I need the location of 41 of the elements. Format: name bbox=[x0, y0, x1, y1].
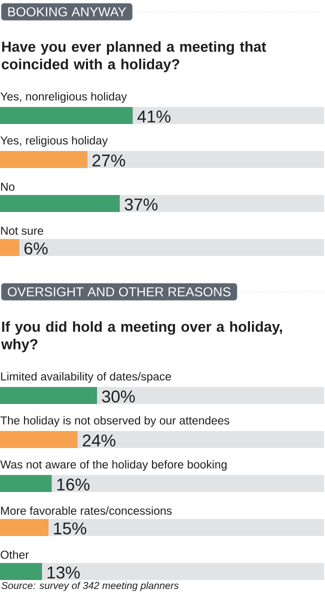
bar bbox=[0, 151, 88, 168]
category-label: Yes, religious holiday bbox=[0, 136, 108, 147]
bar bbox=[42, 562, 324, 580]
chart-subtitle: If you did hold a meeting over a holiday, why? bbox=[1, 321, 282, 352]
category-label: Not sure bbox=[1, 226, 44, 235]
bar bbox=[97, 387, 324, 404]
data-label: 27% bbox=[92, 154, 126, 166]
bar bbox=[0, 519, 49, 536]
bar bbox=[0, 107, 133, 124]
category-label: Yes, nonreligious holiday bbox=[0, 92, 127, 103]
category-label: No bbox=[1, 182, 14, 191]
bar bbox=[0, 239, 20, 256]
bar bbox=[120, 195, 324, 212]
bar bbox=[48, 519, 324, 536]
data-label: 24% bbox=[82, 434, 116, 446]
data-label: 6% bbox=[24, 242, 48, 255]
bar bbox=[0, 475, 52, 492]
category-label: Was not aware of the holiday before booking bbox=[0, 460, 227, 471]
category-label: The holiday is not observed by our attendees bbox=[0, 416, 230, 427]
bar bbox=[0, 431, 78, 448]
category-label: Limited availability of dates/space bbox=[1, 372, 171, 383]
bar bbox=[0, 195, 120, 212]
chart-subtitle: Have you ever planned a meeting that coincided with a holiday? bbox=[2, 41, 266, 72]
bar bbox=[0, 387, 98, 404]
category-label: Other bbox=[0, 550, 29, 559]
data-label: 15% bbox=[54, 522, 86, 534]
data-label: 41% bbox=[137, 110, 170, 122]
category-label: More favorable rates/concessions bbox=[1, 506, 172, 515]
data-label: 16% bbox=[57, 478, 90, 491]
data-label: 30% bbox=[102, 390, 135, 403]
data-label: 13% bbox=[48, 566, 80, 579]
bar bbox=[132, 107, 324, 124]
bar bbox=[19, 239, 324, 256]
data-label: 37% bbox=[124, 198, 158, 211]
bar bbox=[0, 562, 42, 580]
bar bbox=[87, 151, 324, 168]
chart-title: OVERSIGHT AND OTHER REASONS bbox=[8, 287, 231, 296]
bar bbox=[52, 475, 324, 492]
bar bbox=[78, 431, 324, 448]
source-note: Source: survey of 342 meeting planners bbox=[1, 582, 179, 592]
chart-title: BOOKING ANYWAY bbox=[8, 7, 126, 16]
